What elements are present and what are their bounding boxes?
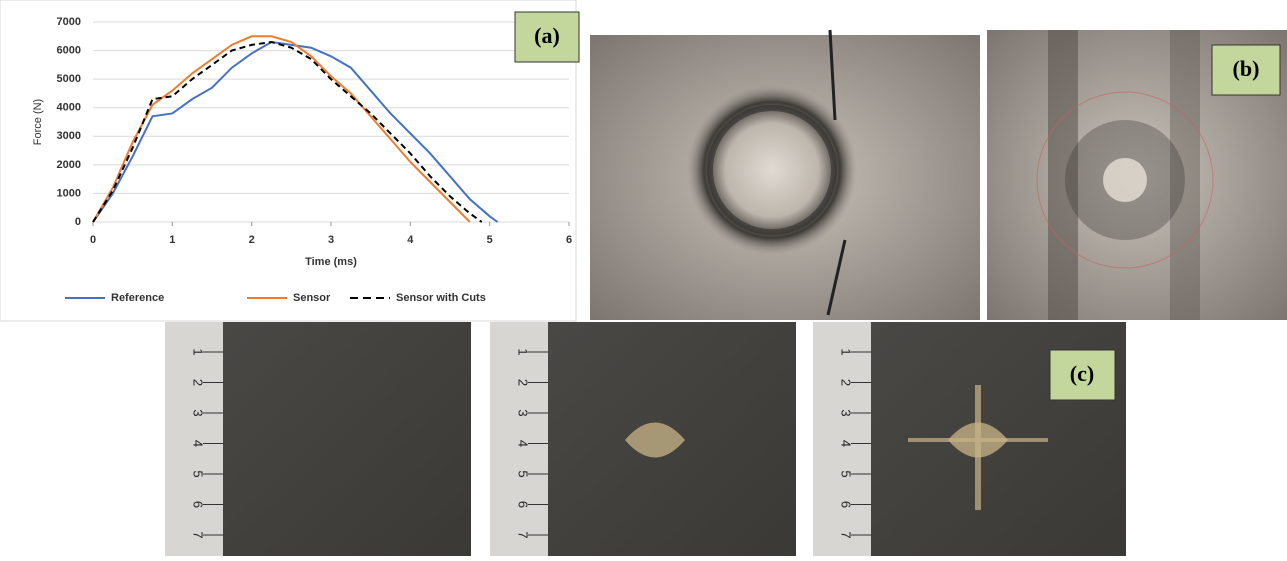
ruler-label: 4 (839, 440, 854, 447)
ruler-label: 2 (191, 379, 206, 386)
ruler-label: 7 (516, 531, 531, 538)
y-tick-label: 4000 (57, 102, 81, 114)
x-axis-label: Time (ms) (305, 256, 357, 268)
ruler-label: 1 (839, 348, 854, 355)
figure: Time (ms) Force (N) 0 1000 2000 3000 4000 500… (0, 0, 1287, 556)
y-tick-label: 6000 (57, 44, 81, 56)
legend-label: Sensor with Cuts (396, 292, 486, 304)
x-tick-label: 2 (249, 234, 255, 246)
ruler-label: 4 (516, 440, 531, 447)
ruler-label: 1 (516, 348, 531, 355)
y-tick-label: 2000 (57, 159, 81, 171)
x-tick-label: 1 (169, 234, 175, 246)
ruler-label: 6 (516, 501, 531, 508)
ruler-label: 5 (191, 470, 206, 477)
ruler-label: 4 (191, 440, 206, 447)
y-axis-label: Force (N) (32, 99, 44, 145)
y-tick-label: 0 (75, 216, 81, 228)
y-tick-label: 3000 (57, 130, 81, 142)
legend-label: Sensor (293, 292, 331, 304)
legend-label: Reference (111, 292, 164, 304)
ruler-label: 2 (516, 379, 531, 386)
y-tick-label: 5000 (57, 73, 81, 85)
ruler-label: 5 (516, 470, 531, 477)
chart-frame (0, 0, 576, 321)
ruler-label: 3 (191, 409, 206, 416)
x-tick-label: 4 (407, 234, 414, 246)
ruler-label: 2 (839, 379, 854, 386)
ruler-label: 7 (839, 531, 854, 538)
photo-feature (1103, 158, 1147, 202)
photo (223, 322, 471, 556)
panel-label: (c) (1070, 361, 1094, 386)
x-tick-label: 0 (90, 234, 96, 246)
x-tick-label: 5 (487, 234, 493, 246)
photo-group: 1 2 3 4 5 6 7 1 2 3 4 5 6 7 1 2 3 4 5 6 7 (165, 322, 1126, 556)
x-tick-label: 3 (328, 234, 334, 246)
y-tick-label: 1000 (57, 187, 81, 199)
ruler-label: 5 (839, 470, 854, 477)
y-tick-label: 7000 (57, 16, 81, 28)
ruler-label: 3 (516, 409, 531, 416)
ruler-label: 7 (191, 531, 206, 538)
ruler-label: 6 (191, 501, 206, 508)
x-tick-label: 6 (566, 234, 572, 246)
panel-label: (a) (534, 23, 560, 48)
panel-label: (b) (1233, 56, 1260, 81)
ruler-label: 1 (191, 348, 206, 355)
ruler-label: 3 (839, 409, 854, 416)
ruler-label: 6 (839, 501, 854, 508)
